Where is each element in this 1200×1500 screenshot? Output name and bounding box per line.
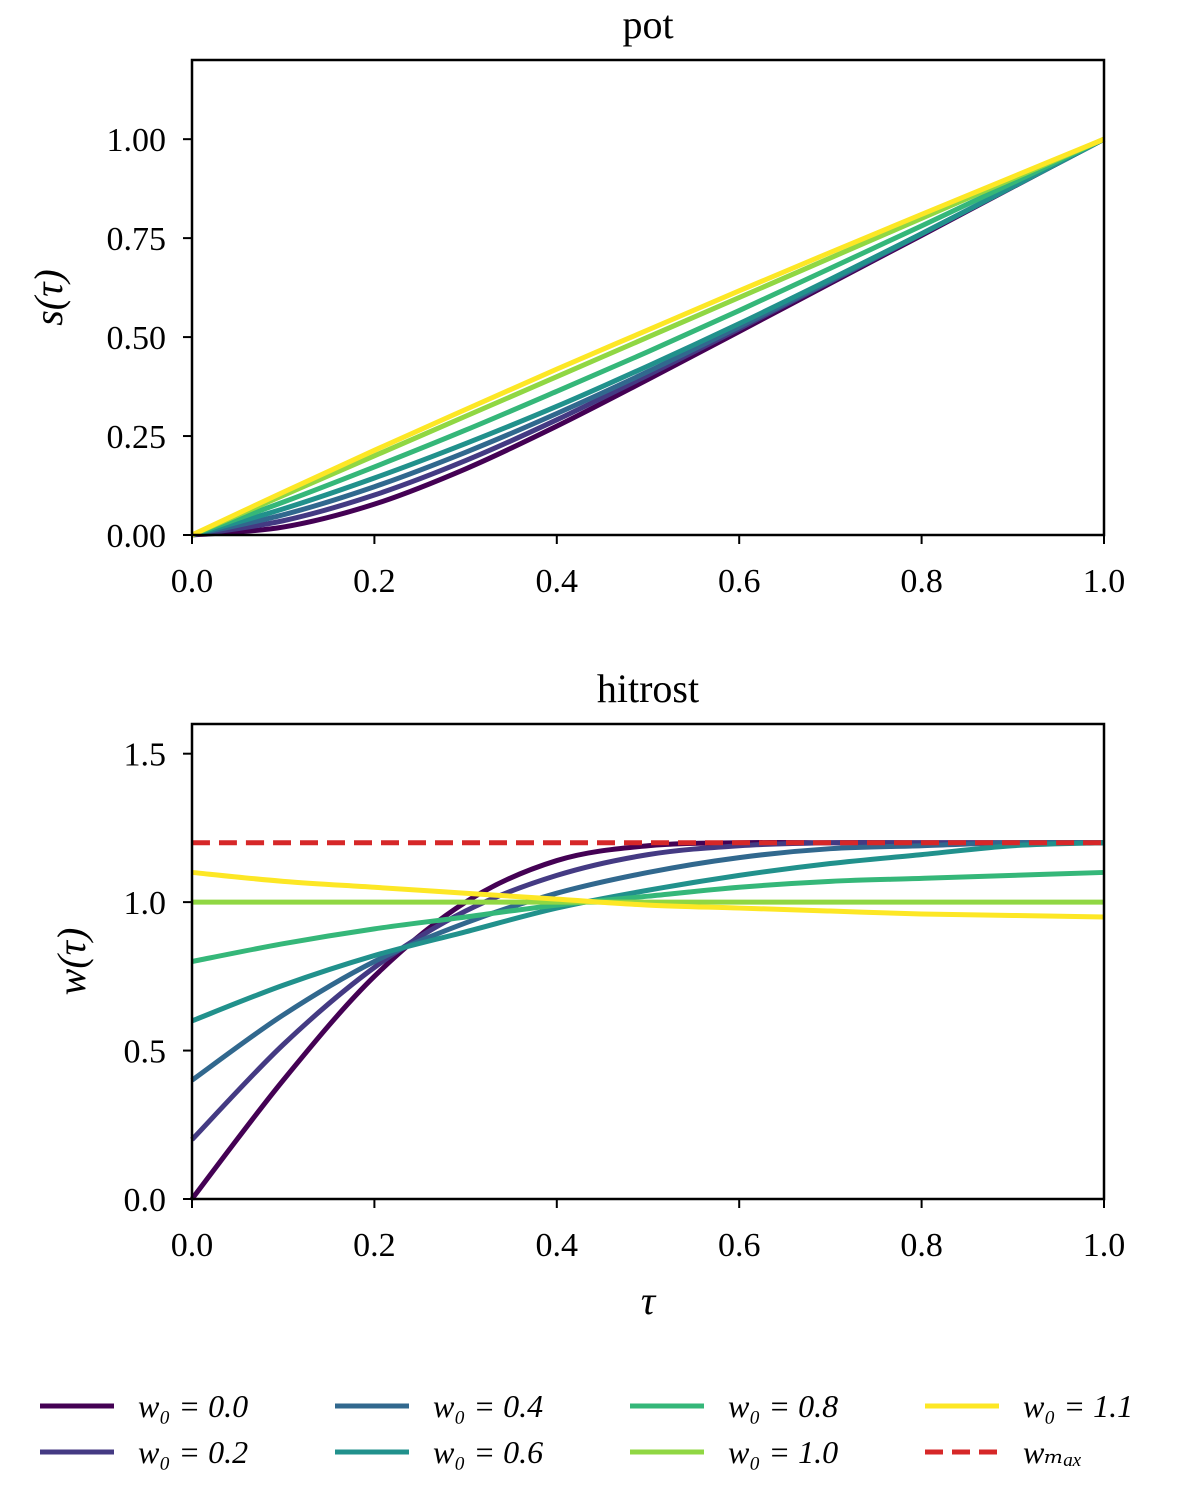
chart-title: pot: [622, 2, 673, 47]
x-tick-label: 0.6: [718, 1227, 761, 1264]
x-tick-label: 0.8: [900, 1227, 943, 1264]
series-line-w01.0: [191, 136, 1105, 538]
x-tick-label: 0.0: [171, 1227, 214, 1264]
subplot-hitrost: hitrost 0.0 0.2 0.4 0.6 0.8 1.0 0.0 0.5 1.0 1.5 w(τ…: [49, 666, 1125, 1323]
axes-frame: [190, 722, 1106, 1201]
y-tick-label: 0.00: [107, 518, 167, 555]
y-tick-label: 0.50: [107, 320, 167, 357]
legend-item: w₀ = 0.4: [335, 1388, 543, 1424]
legend-label: wₘₐₓ: [1023, 1434, 1082, 1470]
y-tick-label: 0.5: [124, 1034, 167, 1071]
x-tick-label: 0.6: [718, 563, 761, 600]
y-tick-label: 0.0: [124, 1182, 167, 1219]
legend-label: w₀ = 0.2: [138, 1434, 248, 1470]
legend-label: w₀ = 0.6: [433, 1434, 543, 1470]
legend-label: w₀ = 0.0: [138, 1388, 248, 1424]
x-tick-label: 0.0: [171, 563, 214, 600]
legend-item: w₀ = 0.0: [40, 1388, 248, 1424]
x-tick-label: 0.8: [900, 563, 943, 600]
y-tick-label: 0.75: [107, 221, 167, 258]
series-line-w00.8: [191, 136, 1106, 538]
legend-item: w₀ = 1.1: [925, 1388, 1133, 1424]
x-tick-label: 1.0: [1083, 563, 1126, 600]
legend-label: w₀ = 0.4: [433, 1388, 543, 1424]
y-tick-label: 0.25: [107, 419, 167, 456]
series-line-w01.1: [190, 136, 1105, 538]
subplot-pot: pot 0.0 0.2 0.4 0.6 0.8 1.0 0.00 0.25 0.50 0.75 1.0…: [26, 2, 1125, 600]
legend-item: w₀ = 0.2: [40, 1434, 248, 1470]
series-line-w00.2: [190, 840, 1104, 1142]
x-tick-label: 0.4: [536, 563, 579, 600]
legend-item: wₘₐₓ: [925, 1434, 1082, 1470]
legend-item: w₀ = 1.0: [630, 1434, 838, 1470]
legend-item: w₀ = 0.8: [630, 1388, 838, 1424]
x-tick-label: 0.4: [536, 1227, 579, 1264]
x-axis-label: τ: [641, 1278, 657, 1323]
series-lines: [190, 136, 1106, 538]
axes-frame: [190, 58, 1106, 537]
y-tick-label: 1.0: [124, 885, 167, 922]
y-axis-label: w(τ): [49, 928, 94, 996]
series-line-w01.1: [191, 869, 1105, 920]
x-tick-label: 0.2: [353, 1227, 396, 1264]
y-tick-label: 1.5: [124, 737, 167, 774]
y-axis-label: s(τ): [26, 269, 71, 326]
legend-label: w₀ = 0.8: [728, 1388, 838, 1424]
chart-title: hitrost: [597, 666, 699, 711]
x-tick-label: 0.2: [353, 563, 396, 600]
series-line-w00.8: [191, 869, 1105, 964]
legend-item: w₀ = 0.6: [335, 1434, 543, 1470]
legend-label: w₀ = 1.0: [728, 1434, 838, 1470]
legend-label: w₀ = 1.1: [1023, 1388, 1133, 1424]
y-tick-label: 1.00: [107, 122, 167, 159]
series-lines: [190, 840, 1105, 1201]
legend: w₀ = 0.0 w₀ = 0.2 w₀ = 0.4 w₀ = 0.6 w₀ = 0.8…: [40, 1388, 1133, 1470]
series-line-w00.4: [190, 840, 1105, 1083]
x-tick-label: 1.0: [1083, 1227, 1126, 1264]
series-line-w00.6: [191, 840, 1105, 1024]
series-line-w00.6: [191, 136, 1106, 538]
